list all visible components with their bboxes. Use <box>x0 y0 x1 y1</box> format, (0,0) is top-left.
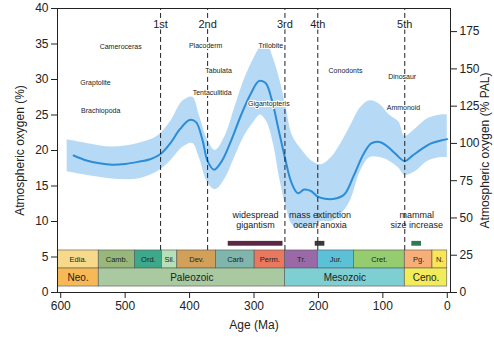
svg-text:Atmospheric oxygen (%): Atmospheric oxygen (%) <box>13 85 27 216</box>
svg-text:0: 0 <box>42 285 49 299</box>
svg-text:Perm.: Perm. <box>260 255 280 264</box>
svg-text:100: 100 <box>460 136 480 150</box>
svg-text:75: 75 <box>460 174 474 188</box>
svg-text:Edia.: Edia. <box>70 255 87 264</box>
svg-text:Dinosaur: Dinosaur <box>388 73 417 80</box>
svg-text:175: 175 <box>460 24 480 38</box>
svg-text:2nd: 2nd <box>198 18 216 30</box>
svg-text:Tabulata: Tabulata <box>205 67 232 74</box>
svg-text:Sil.: Sil. <box>164 255 174 264</box>
svg-text:20: 20 <box>35 143 49 157</box>
svg-text:50: 50 <box>460 211 474 225</box>
svg-text:Carb: Carb <box>227 255 243 264</box>
svg-text:mass extinctionocean anoxia: mass extinctionocean anoxia <box>289 210 351 230</box>
svg-text:500: 500 <box>115 299 135 313</box>
svg-text:Atmospheric oxygen (% PAL): Atmospheric oxygen (% PAL) <box>478 73 492 229</box>
svg-text:mammalsize increase: mammalsize increase <box>390 210 443 230</box>
svg-text:3rd: 3rd <box>277 18 293 30</box>
svg-text:300: 300 <box>244 299 264 313</box>
svg-text:25: 25 <box>35 108 49 122</box>
svg-text:5th: 5th <box>397 18 412 30</box>
svg-text:100: 100 <box>373 299 393 313</box>
svg-text:200: 200 <box>308 299 328 313</box>
svg-text:600: 600 <box>51 299 71 313</box>
svg-text:N.: N. <box>436 255 444 264</box>
svg-text:150: 150 <box>460 62 480 76</box>
svg-text:Trilobite: Trilobite <box>258 42 283 49</box>
svg-text:Tentaculitida: Tentaculitida <box>193 89 232 96</box>
svg-text:40: 40 <box>35 1 49 15</box>
svg-text:25: 25 <box>460 248 474 262</box>
svg-text:Placoderm: Placoderm <box>189 42 223 49</box>
svg-text:Graptolite: Graptolite <box>80 79 110 87</box>
svg-text:Tr.: Tr. <box>297 255 305 264</box>
svg-text:Cret.: Cret. <box>371 255 387 264</box>
svg-text:4th: 4th <box>310 18 325 30</box>
svg-text:Ammonoid: Ammonoid <box>387 104 421 111</box>
svg-text:Camb.: Camb. <box>106 255 128 264</box>
svg-text:Ord.: Ord. <box>141 255 156 264</box>
svg-text:Gigantopteris: Gigantopteris <box>248 100 290 108</box>
svg-text:400: 400 <box>180 299 200 313</box>
svg-text:5: 5 <box>42 250 49 264</box>
svg-text:35: 35 <box>35 37 49 51</box>
svg-text:Dev.: Dev. <box>189 255 204 264</box>
svg-text:0: 0 <box>460 285 467 299</box>
svg-text:15: 15 <box>35 179 49 193</box>
svg-text:Age (Ma): Age (Ma) <box>229 318 278 332</box>
svg-text:0: 0 <box>444 299 451 313</box>
svg-text:widespreadgigantism: widespreadgigantism <box>232 210 279 230</box>
svg-text:Brachiopoda: Brachiopoda <box>81 107 120 115</box>
svg-text:30: 30 <box>35 72 49 86</box>
svg-text:Mesozoic: Mesozoic <box>324 272 366 283</box>
svg-text:Conodonts: Conodonts <box>329 67 363 74</box>
svg-text:Jur.: Jur. <box>330 255 342 264</box>
svg-text:Neo.: Neo. <box>68 272 89 283</box>
svg-text:125: 125 <box>460 99 480 113</box>
svg-text:1st: 1st <box>153 18 168 30</box>
svg-text:Paleozoic: Paleozoic <box>170 272 213 283</box>
svg-text:Ceno.: Ceno. <box>413 272 440 283</box>
svg-text:10: 10 <box>35 214 49 228</box>
svg-text:Cameroceras: Cameroceras <box>100 43 143 50</box>
svg-text:Pg.: Pg. <box>413 255 424 264</box>
